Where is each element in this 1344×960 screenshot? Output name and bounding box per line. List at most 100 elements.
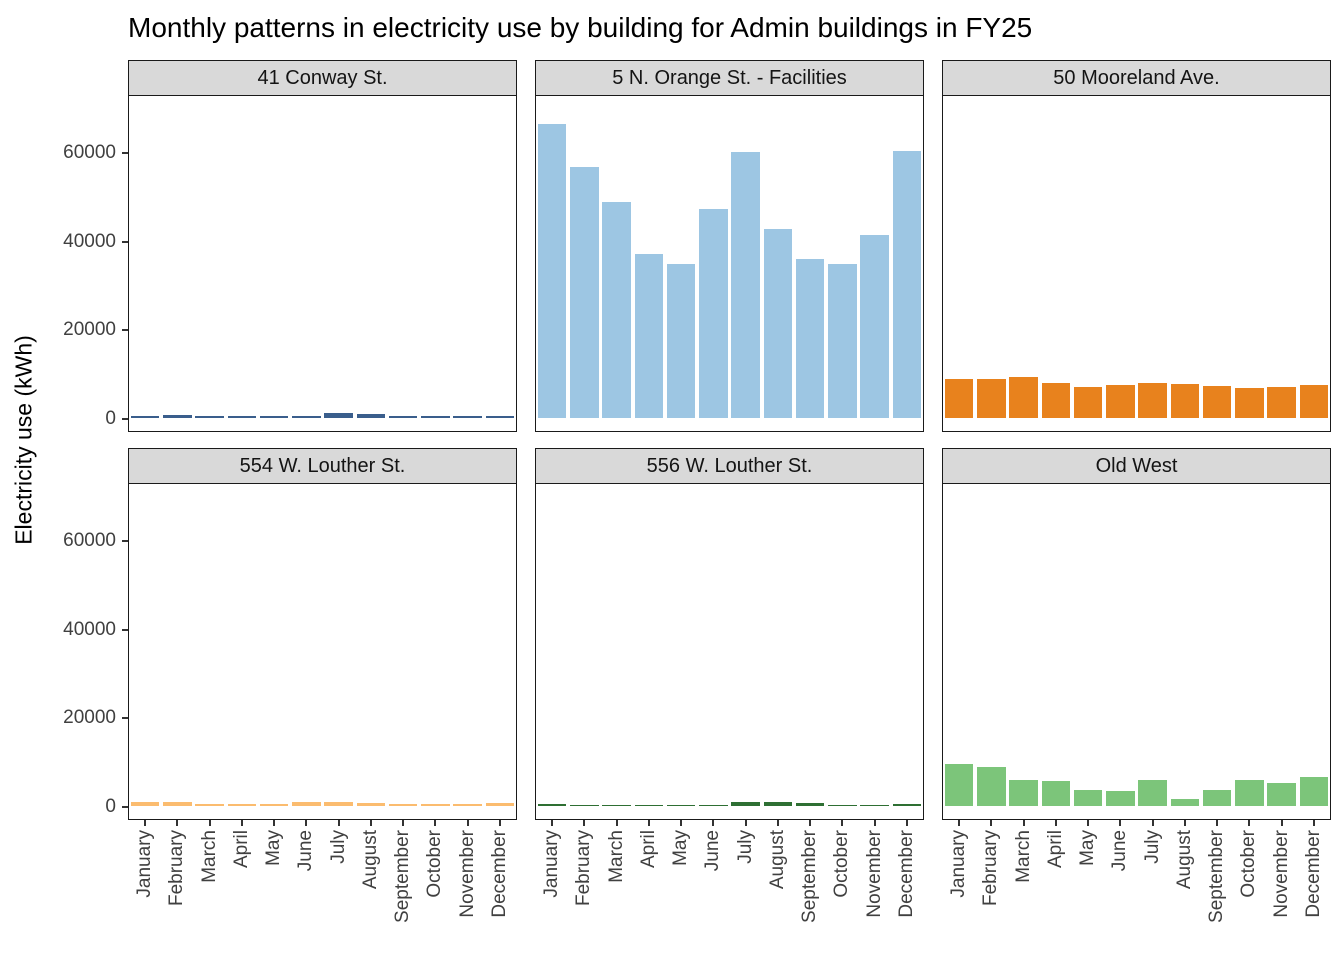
x-tick-mark bbox=[712, 820, 715, 826]
bar-february bbox=[977, 767, 1006, 806]
x-tick-mark bbox=[1087, 820, 1090, 826]
x-tick-mark bbox=[1280, 820, 1283, 826]
bar-july bbox=[324, 412, 353, 418]
bar-march bbox=[1009, 780, 1038, 806]
facet-label: 554 W. Louther St. bbox=[239, 454, 406, 477]
bar-october bbox=[828, 264, 857, 418]
x-tick-label: June bbox=[295, 830, 317, 872]
x-tick-mark bbox=[551, 820, 554, 826]
y-tick-mark bbox=[122, 806, 128, 808]
bar-august bbox=[763, 228, 793, 418]
x-tick-mark bbox=[744, 820, 747, 826]
x-tick-mark bbox=[434, 820, 437, 826]
x-tick-label: September bbox=[799, 830, 821, 923]
x-axis-col-2: January February March April May June July Augu… bbox=[942, 820, 1331, 958]
x-tick-mark bbox=[208, 820, 211, 826]
bar-september bbox=[1202, 789, 1232, 806]
x-tick-mark bbox=[990, 820, 993, 826]
x-tick-label: February bbox=[980, 830, 1002, 907]
bar-april bbox=[1041, 382, 1071, 418]
x-tick-mark bbox=[176, 820, 179, 826]
facet-strip: Old West bbox=[942, 448, 1331, 484]
bar-january bbox=[944, 379, 974, 418]
x-tick-mark bbox=[809, 820, 812, 826]
x-tick-label: November bbox=[456, 830, 478, 918]
x-tick-mark bbox=[647, 820, 650, 826]
y-tick-label: 40000 bbox=[63, 618, 116, 640]
bar-june bbox=[292, 802, 321, 806]
bar-may bbox=[259, 803, 289, 806]
facet-strip: 41 Conway St. bbox=[128, 60, 517, 96]
bar-august bbox=[1170, 384, 1200, 418]
x-tick-label: August bbox=[766, 830, 788, 890]
y-tick-label: 60000 bbox=[63, 142, 116, 164]
bar-november bbox=[453, 416, 482, 418]
bar-march bbox=[195, 416, 224, 418]
bar-march bbox=[195, 804, 224, 806]
x-tick-mark bbox=[841, 820, 844, 826]
x-tick-label: January bbox=[134, 830, 156, 898]
x-tick-label: July bbox=[327, 830, 349, 864]
x-tick-label: December bbox=[488, 830, 510, 918]
bar-june bbox=[699, 804, 728, 806]
facet-label: 41 Conway St. bbox=[257, 66, 388, 89]
bar-january bbox=[537, 123, 567, 418]
x-axis-col-1: January February March April May June July Augu… bbox=[535, 820, 924, 958]
bar-december bbox=[892, 150, 922, 418]
x-tick-label: May bbox=[670, 830, 692, 866]
bar-february bbox=[163, 415, 192, 418]
bar-december bbox=[485, 803, 515, 806]
facet-label: Old West bbox=[1095, 454, 1178, 477]
x-tick-label: December bbox=[895, 830, 917, 918]
bar-may bbox=[1073, 387, 1103, 418]
x-tick-mark bbox=[1054, 820, 1057, 826]
y-tick-label: 40000 bbox=[63, 230, 116, 252]
x-tick-mark bbox=[1248, 820, 1251, 826]
bar-july bbox=[731, 151, 760, 418]
bar-november bbox=[1267, 387, 1296, 418]
x-tick-label: October bbox=[1238, 830, 1260, 898]
x-tick-mark bbox=[680, 820, 683, 826]
y-tick-label: 20000 bbox=[63, 319, 116, 341]
x-axis-col-0: January February March April May June July Augu… bbox=[128, 820, 517, 958]
x-tick-label: September bbox=[1206, 830, 1228, 923]
x-tick-label: March bbox=[198, 830, 220, 883]
facet-label: 5 N. Orange St. - Facilities bbox=[612, 66, 847, 89]
bar-october bbox=[421, 804, 450, 806]
x-tick-mark bbox=[402, 820, 405, 826]
x-tick-mark bbox=[1216, 820, 1219, 826]
bar-september bbox=[388, 803, 418, 806]
facet-label: 556 W. Louther St. bbox=[646, 454, 813, 477]
bar-february bbox=[570, 804, 599, 806]
bar-november bbox=[453, 803, 482, 806]
bar-june bbox=[1106, 790, 1135, 806]
x-tick-label: September bbox=[392, 830, 414, 923]
bar-january bbox=[130, 415, 160, 418]
bar-april bbox=[227, 416, 257, 418]
x-tick-mark bbox=[498, 820, 501, 826]
x-tick-label: February bbox=[166, 830, 188, 907]
facet-panel bbox=[942, 96, 1331, 432]
bar-december bbox=[1299, 777, 1329, 806]
x-tick-mark bbox=[144, 820, 147, 826]
bar-july bbox=[324, 801, 353, 806]
x-tick-label: February bbox=[573, 830, 595, 907]
x-tick-mark bbox=[273, 820, 276, 826]
y-tick-mark bbox=[122, 628, 128, 631]
x-tick-label: April bbox=[637, 830, 659, 869]
y-axis-row-0: 0 20000 40000 60000 bbox=[40, 60, 128, 432]
x-tick-mark bbox=[1022, 820, 1025, 826]
bar-october bbox=[1235, 387, 1264, 418]
x-tick-mark bbox=[1151, 820, 1154, 826]
bar-july bbox=[1138, 779, 1167, 806]
bar-july bbox=[1138, 383, 1167, 418]
x-tick-label: November bbox=[1270, 830, 1292, 918]
bar-may bbox=[259, 416, 289, 418]
bar-february bbox=[163, 801, 192, 806]
bar-may bbox=[666, 804, 696, 806]
bar-march bbox=[602, 201, 631, 418]
bar-september bbox=[1202, 385, 1232, 418]
bar-december bbox=[892, 804, 922, 806]
facet-strip: 556 W. Louther St. bbox=[535, 448, 924, 484]
x-tick-label: July bbox=[734, 830, 756, 864]
